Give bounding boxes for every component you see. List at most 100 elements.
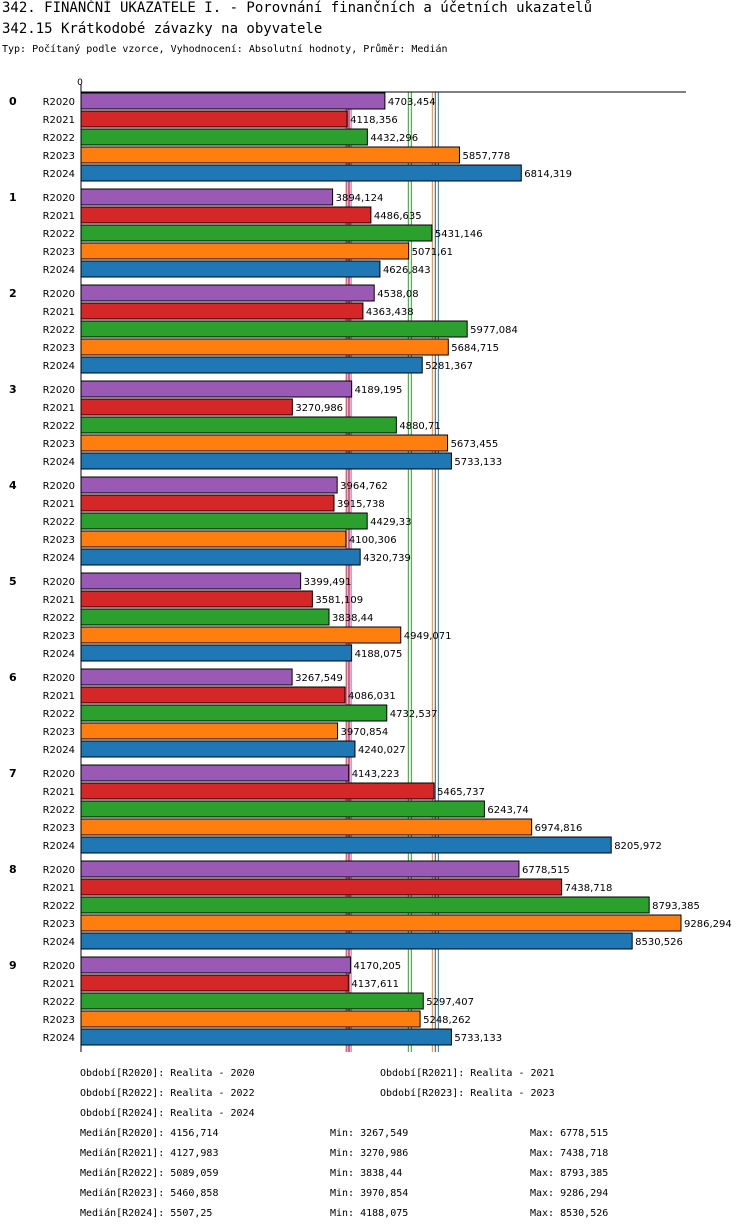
- bar-r2022: [80, 800, 485, 818]
- stat-median-r2024: Medián[R2024]: 5507,25: [80, 1208, 213, 1219]
- series-label-r2023: R2023: [43, 151, 75, 162]
- group-label: 5: [9, 575, 17, 588]
- series-label-r2020: R2020: [43, 769, 75, 780]
- stat-min-r2021: Min: 3270,986: [330, 1148, 409, 1159]
- series-label-r2021: R2021: [43, 211, 75, 222]
- series-label-r2022: R2022: [43, 613, 75, 624]
- bar-r2020: [80, 188, 334, 206]
- bar-value-label: 6974,816: [535, 823, 583, 834]
- stat-max-r2021: Max: 7438,718: [530, 1148, 609, 1159]
- bar-value-label: 5297,407: [426, 997, 474, 1008]
- group-label: 2: [9, 287, 17, 300]
- bar-value-label: 4086,031: [348, 691, 396, 702]
- stat-max-r2022: Max: 8793,385: [530, 1168, 609, 1179]
- stat-median-r2022: Medián[R2022]: 5089,059: [80, 1168, 219, 1179]
- stat-min-r2023: Min: 3970,854: [330, 1188, 409, 1199]
- bar-r2021: [80, 590, 313, 608]
- series-label-r2020: R2020: [43, 961, 75, 972]
- bar-value-label: 5733,133: [454, 457, 502, 468]
- bar-r2024: [80, 164, 522, 182]
- bar-r2022: [80, 512, 368, 530]
- series-label-r2022: R2022: [43, 805, 75, 816]
- series-label-r2021: R2021: [43, 883, 75, 894]
- bar-value-label: 5071,61: [412, 247, 453, 258]
- series-label-r2023: R2023: [43, 535, 75, 546]
- bar-value-label: 5431,146: [435, 229, 483, 240]
- bar-r2023: [80, 338, 449, 356]
- group-label: 1: [9, 191, 17, 204]
- series-label-r2021: R2021: [43, 307, 75, 318]
- series-label-r2020: R2020: [43, 673, 75, 684]
- group-label: 8: [9, 863, 17, 876]
- bar-r2022: [80, 992, 424, 1010]
- bar-r2020: [80, 284, 375, 302]
- series-label-r2022: R2022: [43, 901, 75, 912]
- bar-r2023: [80, 818, 533, 836]
- bar-r2021: [80, 494, 335, 512]
- bar-r2024: [80, 1028, 452, 1046]
- series-label-r2020: R2020: [43, 193, 75, 204]
- series-label-r2021: R2021: [43, 979, 75, 990]
- bar-value-label: 9286,294: [684, 919, 732, 930]
- bar-value-label: 4626,843: [383, 265, 431, 276]
- bar-r2020: [80, 764, 350, 782]
- bar-r2021: [80, 686, 346, 704]
- bar-value-label: 5673,455: [451, 439, 499, 450]
- bar-value-label: 3915,738: [337, 499, 385, 510]
- group-label: 6: [9, 671, 17, 684]
- bar-r2023: [80, 434, 449, 452]
- bar-value-label: 5248,262: [423, 1015, 471, 1026]
- series-label-r2020: R2020: [43, 385, 75, 396]
- series-label-r2020: R2020: [43, 289, 75, 300]
- bar-value-label: 5977,084: [470, 325, 518, 336]
- bar-value-label: 8530,526: [635, 937, 683, 948]
- bar-value-label: 4732,537: [390, 709, 438, 720]
- series-label-r2024: R2024: [43, 169, 75, 180]
- bar-value-label: 3838,44: [332, 613, 373, 624]
- bar-r2023: [80, 1010, 421, 1028]
- bar-value-label: 4538,08: [377, 289, 418, 300]
- bar-value-label: 3970,854: [341, 727, 389, 738]
- bar-r2023: [80, 626, 402, 644]
- series-label-r2024: R2024: [43, 553, 75, 564]
- series-label-r2021: R2021: [43, 499, 75, 510]
- bar-r2024: [80, 836, 612, 854]
- bar-value-label: 4118,356: [350, 115, 398, 126]
- series-label-r2023: R2023: [43, 1015, 75, 1026]
- legend-period-r2024: Období[R2024]: Realita - 2024: [80, 1108, 255, 1119]
- series-label-r2020: R2020: [43, 97, 75, 108]
- bar-value-label: 4240,027: [358, 745, 406, 756]
- bar-value-label: 3267,549: [295, 673, 343, 684]
- series-label-r2024: R2024: [43, 265, 75, 276]
- stat-min-r2024: Min: 4188,075: [330, 1208, 409, 1219]
- bar-value-label: 3270,986: [295, 403, 343, 414]
- series-label-r2023: R2023: [43, 343, 75, 354]
- bar-r2020: [80, 476, 338, 494]
- bar-r2022: [80, 608, 330, 626]
- bar-value-label: 3399,491: [304, 577, 352, 588]
- series-label-r2024: R2024: [43, 361, 75, 372]
- bar-r2020: [80, 956, 351, 974]
- series-label-r2024: R2024: [43, 841, 75, 852]
- bar-r2023: [80, 914, 682, 932]
- legend-period-r2022: Období[R2022]: Realita - 2022: [80, 1088, 255, 1099]
- bar-value-label: 4320,739: [363, 553, 411, 564]
- bar-r2022: [80, 416, 397, 434]
- x-axis-zero-label: 0: [77, 78, 83, 88]
- stat-max-r2023: Max: 9286,294: [530, 1188, 609, 1199]
- series-label-r2023: R2023: [43, 919, 75, 930]
- series-label-r2021: R2021: [43, 595, 75, 606]
- bar-value-label: 5281,367: [425, 361, 473, 372]
- bar-value-label: 3581,109: [315, 595, 363, 606]
- bar-r2021: [80, 398, 293, 416]
- series-label-r2023: R2023: [43, 631, 75, 642]
- page-title: 342. FINANČNÍ UKAZATELE I. - Porovnání f…: [2, 0, 593, 16]
- bar-value-label: 7438,718: [565, 883, 613, 894]
- series-label-r2020: R2020: [43, 865, 75, 876]
- bar-value-label: 3894,124: [336, 193, 384, 204]
- bar-r2022: [80, 224, 433, 242]
- bar-r2024: [80, 644, 353, 662]
- bar-r2023: [80, 722, 339, 740]
- bar-r2021: [80, 878, 563, 896]
- bar-value-label: 4363,438: [366, 307, 414, 318]
